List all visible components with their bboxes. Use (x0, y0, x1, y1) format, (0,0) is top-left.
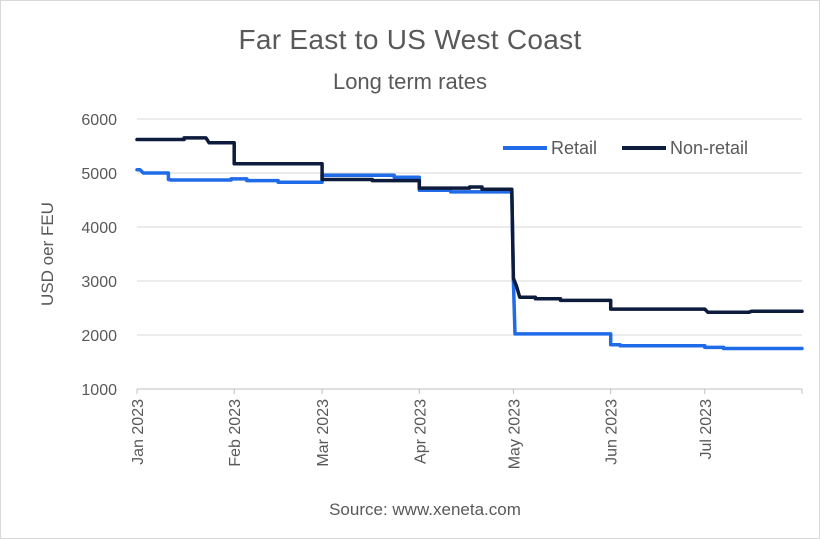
y-tick-label: 5000 (81, 166, 117, 183)
series-line-non-retail (135, 136, 804, 315)
legend-label: Non-retail (670, 138, 748, 158)
chart-title: Far East to US West Coast (238, 24, 582, 55)
x-tick-label: Jun 2023 (604, 399, 621, 465)
x-tick-label: Mar 2023 (315, 399, 332, 467)
series-line-retail (135, 168, 804, 351)
y-tick-label: 4000 (81, 220, 117, 237)
x-tick-label: May 2023 (506, 399, 523, 469)
x-tick-label: Feb 2023 (227, 399, 244, 467)
y-tick-label: 6000 (81, 112, 117, 129)
legend-label: Retail (551, 138, 597, 158)
source-note: Source: www.xeneta.com (329, 500, 521, 519)
y-tick-label: 1000 (81, 382, 117, 399)
y-tick-label: 3000 (81, 274, 117, 291)
x-tick-label: Apr 2023 (412, 399, 429, 464)
y-tick-label: 2000 (81, 328, 117, 345)
x-tick-label: Jul 2023 (698, 399, 715, 460)
chart-subtitle: Long term rates (332, 69, 488, 94)
x-tick-label: Jan 2023 (130, 399, 147, 465)
